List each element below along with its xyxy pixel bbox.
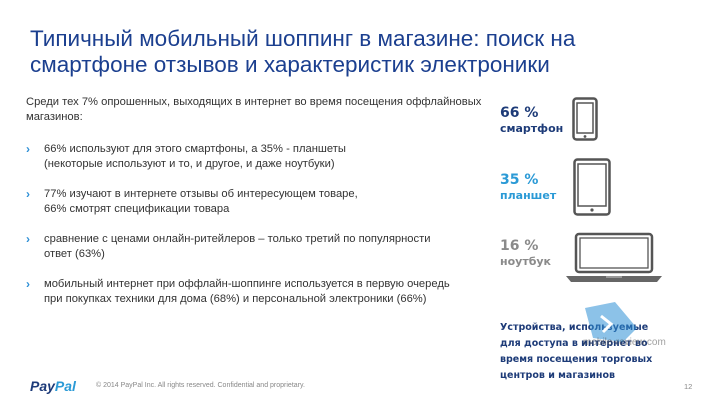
bullet-line: при покупках техники для дома (68%) и пе… — [44, 293, 427, 305]
stat-label: смартфон — [500, 122, 564, 135]
stat-percent: 16 % — [500, 238, 539, 254]
logo-text: Pay — [30, 378, 55, 394]
bullet-item: › мобильный интернет при оффлайн-шоппинг… — [26, 277, 496, 307]
stat-tablet: 35 % планшет — [500, 172, 556, 204]
slide-title: Типичный мобильный шоппинг в магазине: п… — [30, 26, 576, 77]
bullet-line: 66% смотрят спецификации товара — [44, 203, 230, 215]
bullet-line: 77% изучают в интернете отзывы об интере… — [44, 188, 358, 200]
chevron-right-icon: › — [26, 187, 30, 201]
bullet-line: 66% используют для этого смартфоны, а 35… — [44, 143, 346, 155]
watermark-text: mobile-review.com — [583, 337, 666, 348]
bullet-item: › сравнение с ценами онлайн-ритейлеров –… — [26, 232, 496, 262]
stat-percent: 35 % — [500, 172, 539, 188]
page-number: 12 — [684, 382, 693, 391]
stat-smartphone: 66 % смартфон — [500, 105, 563, 137]
bullet-line: сравнение с ценами онлайн-ритейлеров – т… — [44, 233, 431, 245]
stat-label: планшет — [500, 189, 557, 202]
chevron-right-icon: › — [26, 277, 30, 291]
stat-laptop: 16 % ноутбук — [500, 238, 551, 270]
tablet-icon — [573, 158, 611, 216]
stat-label: ноутбук — [500, 255, 552, 268]
chevron-right-icon: › — [26, 142, 30, 156]
copyright-text: © 2014 PayPal Inc. All rights reserved. … — [96, 382, 305, 389]
watermark-logo — [585, 302, 637, 342]
logo-text: Pal — [54, 378, 76, 394]
device-usage-panel: 66 % смартфон 35 % планшет 16 % ноутбук … — [500, 92, 710, 392]
bullet-item: › 66% используют для этого смартфоны, а … — [26, 142, 496, 172]
intro-text: Среди тех 7% опрошенных, выходящих в инт… — [26, 96, 482, 123]
chevron-right-icon: › — [26, 232, 30, 246]
content-text: Среди тех 7% опрошенных, выходящих в инт… — [26, 95, 496, 322]
bullet-line: ответ (63%) — [44, 248, 105, 260]
bullet-line: (некоторые используют и то, и другое, и … — [44, 158, 335, 170]
bullet-item: › 77% изучают в интернете отзывы об инте… — [26, 187, 496, 217]
bullet-line: мобильный интернет при оффлайн-шоппинге … — [44, 278, 450, 290]
stat-percent: 66 % — [500, 105, 539, 121]
smartphone-icon — [572, 97, 598, 141]
device-caption: Устройства, используемые для доступа в и… — [500, 322, 653, 381]
laptop-icon — [566, 232, 662, 282]
paypal-logo: PayPal — [30, 378, 76, 394]
